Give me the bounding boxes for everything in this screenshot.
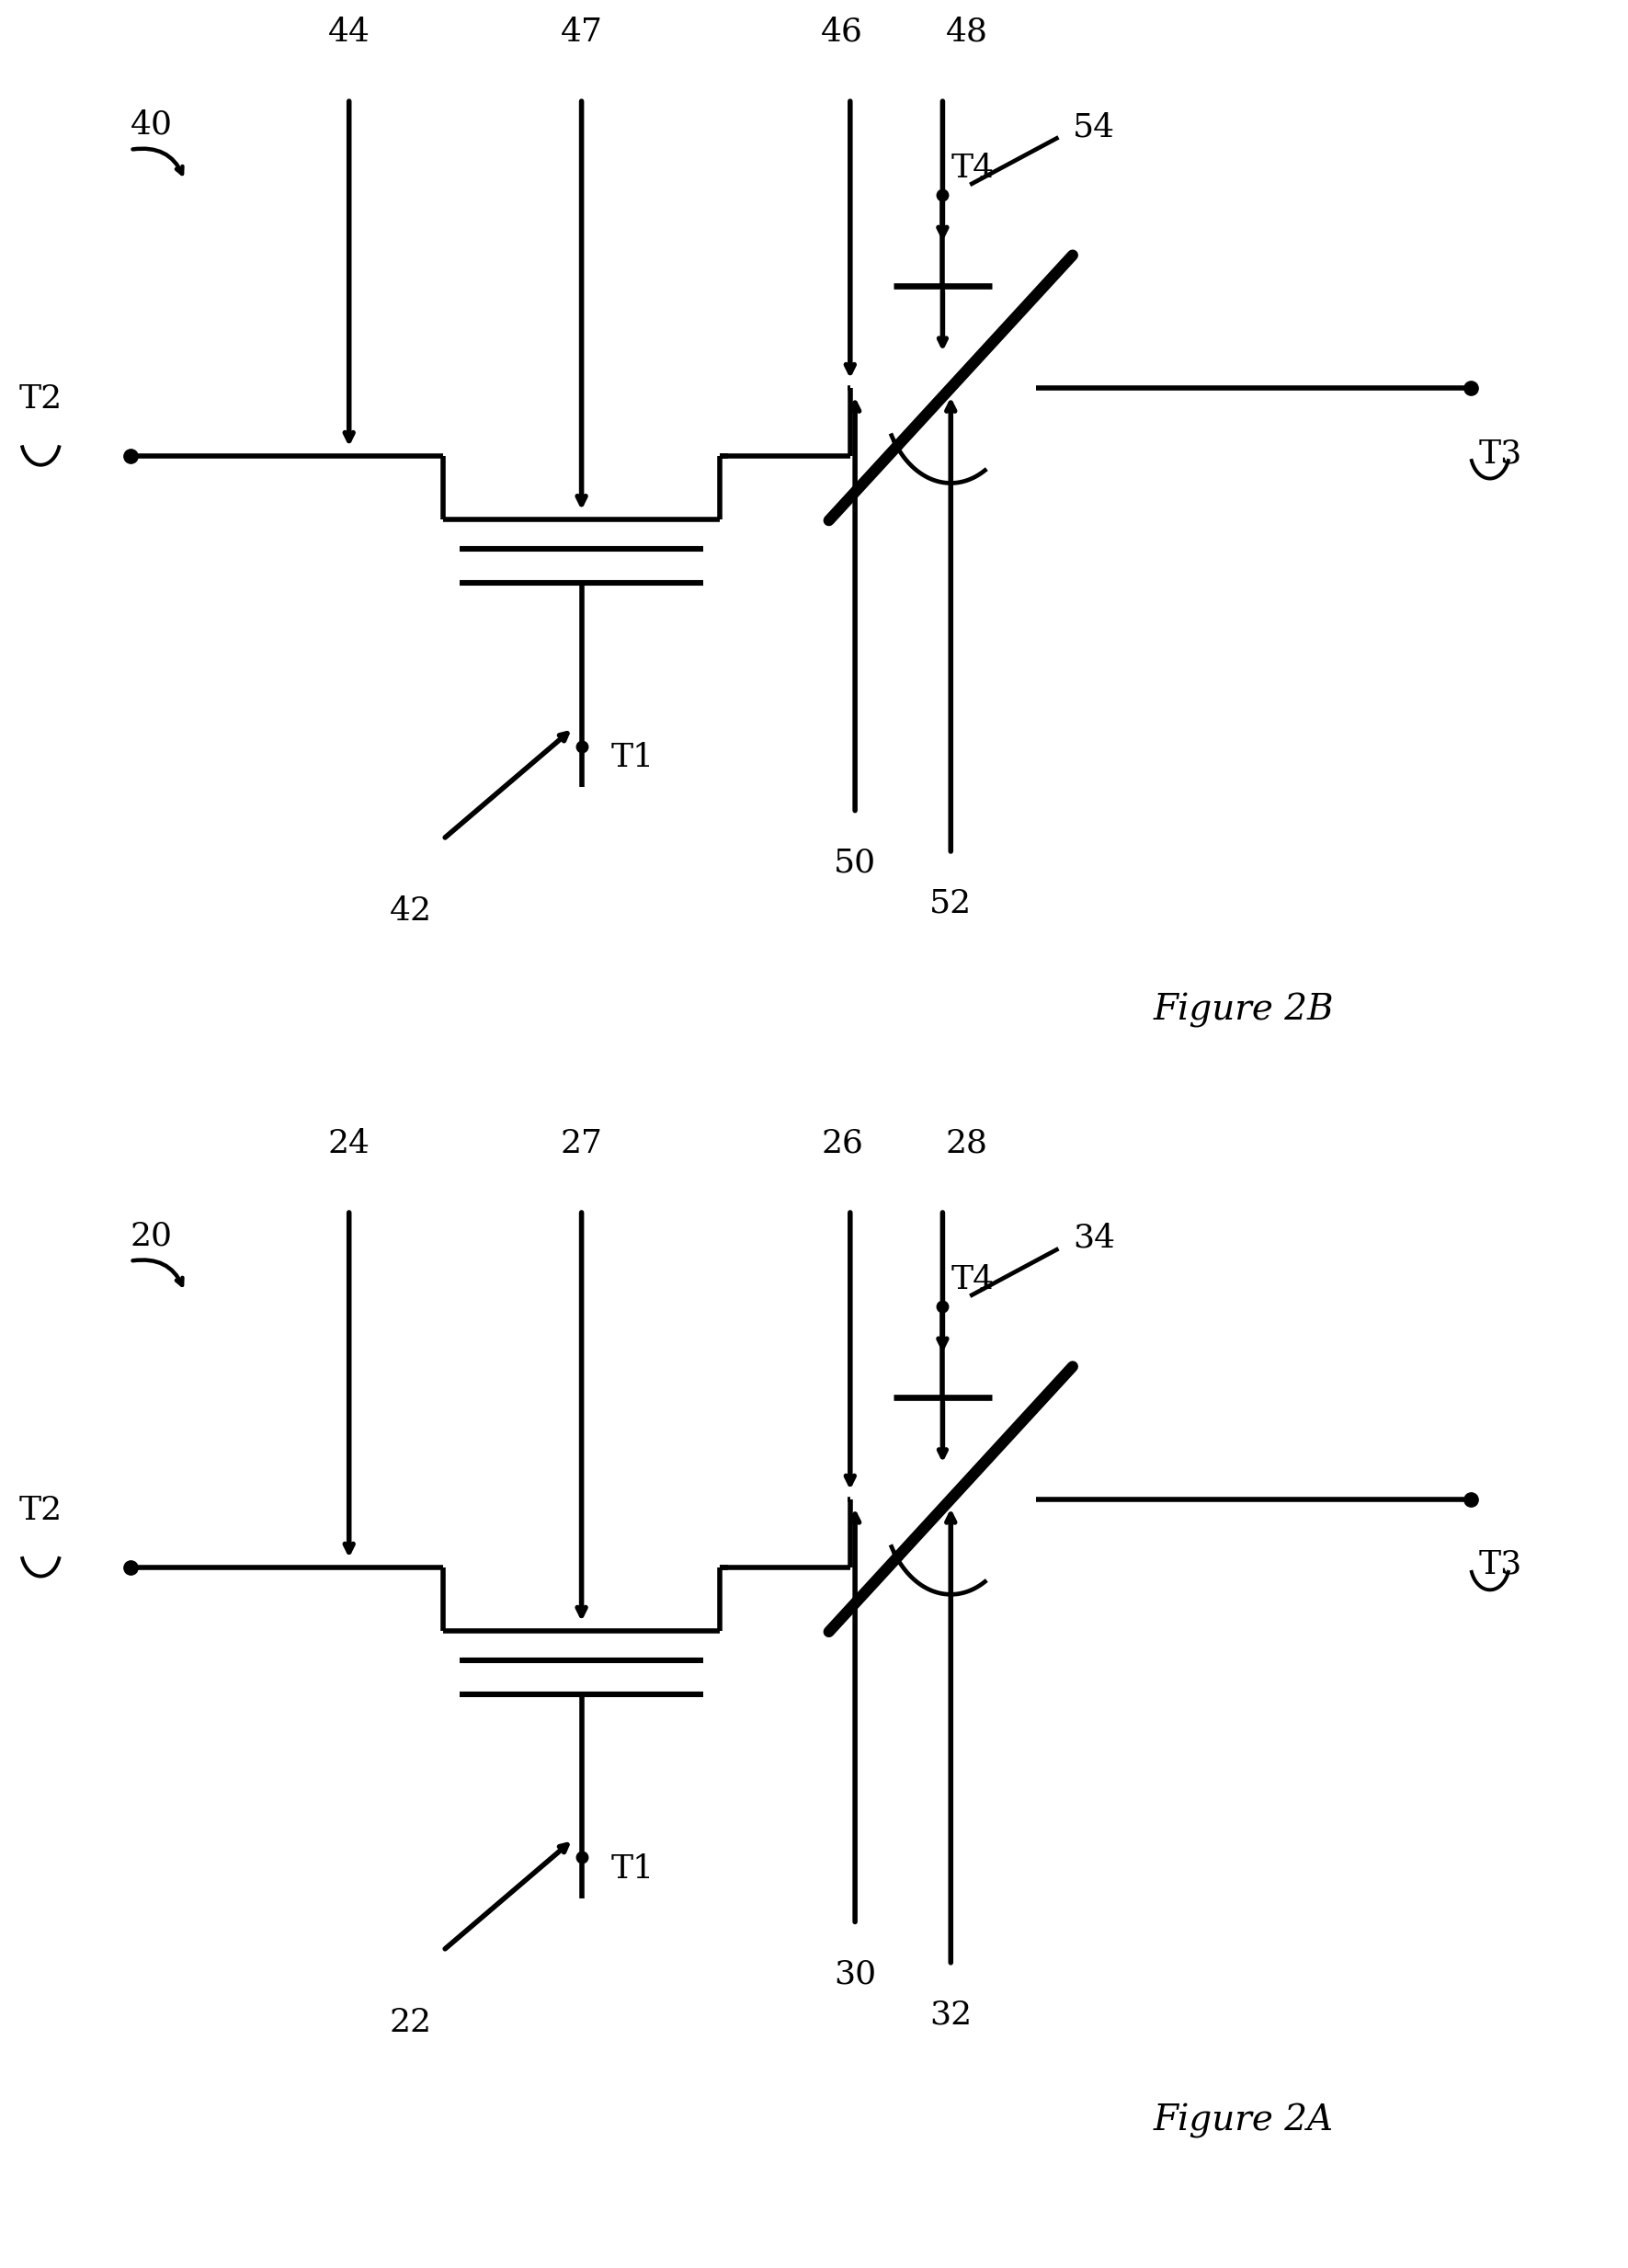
Text: 42: 42 [389, 896, 431, 928]
Text: 32: 32 [930, 2000, 972, 2030]
Text: T1: T1 [610, 742, 654, 773]
Text: T3: T3 [1478, 1549, 1522, 1581]
Text: T2: T2 [20, 383, 62, 415]
Text: 27: 27 [560, 1127, 602, 1159]
Text: 26: 26 [821, 1127, 863, 1159]
Text: 30: 30 [834, 1957, 876, 1989]
Text: 48: 48 [946, 16, 988, 48]
Text: T4: T4 [951, 152, 995, 184]
Text: 44: 44 [327, 16, 370, 48]
Text: 34: 34 [1073, 1222, 1115, 1254]
Text: 47: 47 [560, 16, 602, 48]
Text: 20: 20 [130, 1220, 173, 1252]
Text: 22: 22 [389, 2007, 431, 2039]
Text: 52: 52 [930, 889, 972, 919]
Text: T4: T4 [951, 1263, 995, 1295]
Text: 50: 50 [834, 848, 876, 878]
Text: 54: 54 [1073, 111, 1115, 143]
Text: T3: T3 [1478, 438, 1522, 469]
Text: 46: 46 [821, 16, 863, 48]
Text: T1: T1 [610, 1853, 654, 1885]
Text: 24: 24 [327, 1127, 370, 1159]
Text: Figure 2A: Figure 2A [1153, 2105, 1333, 2139]
Text: T2: T2 [20, 1495, 62, 1526]
Text: 28: 28 [946, 1127, 988, 1159]
Text: 40: 40 [130, 109, 173, 141]
Text: Figure 2B: Figure 2B [1153, 993, 1333, 1027]
